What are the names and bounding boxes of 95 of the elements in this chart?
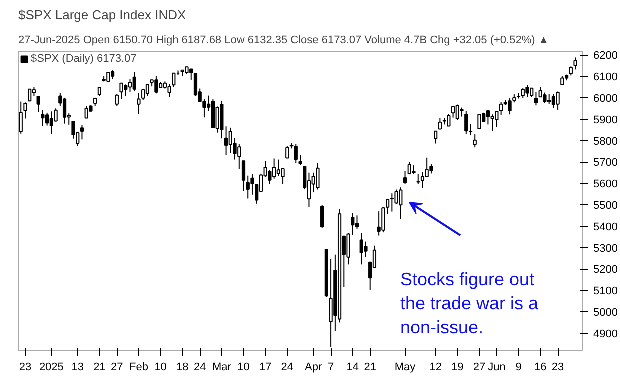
x-tick-label: 17 <box>259 362 272 374</box>
y-tick-label: 4900 <box>594 328 618 340</box>
x-tick-label: 14 <box>346 362 360 374</box>
candlestick <box>224 126 228 156</box>
candlestick <box>54 108 58 122</box>
x-tick-label: 19 <box>452 362 464 374</box>
x-tick-label: 27 <box>111 362 124 374</box>
y-tick-label: 5600 <box>594 178 618 191</box>
candlestick <box>146 84 150 97</box>
candlestick <box>98 86 102 97</box>
y-tick-label: 5500 <box>594 200 618 212</box>
candlestick <box>416 174 420 185</box>
candlestick <box>168 84 172 98</box>
candlestick <box>28 88 32 102</box>
candlestick <box>36 96 40 113</box>
candlestick <box>403 170 408 185</box>
y-tick-label: 5100 <box>594 286 618 298</box>
x-tick-label: May <box>394 362 416 374</box>
candlestick <box>478 114 482 130</box>
chart-subtitle: 27-Jun-2025 Open 6150.70 High 6187.68 Low 6132.35 Close 6173.07 Volume 4.7B Chg +32.05 (+0.52%) ▲ <box>18 34 550 46</box>
y-tick-label: 5400 <box>594 221 618 234</box>
candlestick <box>242 160 246 192</box>
candlestick <box>80 124 84 140</box>
y-tick-label: 6100 <box>594 72 618 84</box>
x-tick-label: Mar <box>212 362 232 374</box>
x-tick-label: 16 <box>534 362 547 374</box>
candlestick <box>132 72 136 92</box>
y-tick-label: 5800 <box>594 136 618 148</box>
candlestick <box>574 57 578 70</box>
candlestick <box>394 189 398 204</box>
candlestick <box>24 102 28 120</box>
candlestick <box>298 154 302 166</box>
candlestick <box>41 110 45 126</box>
x-tick-label: 23 <box>552 362 564 374</box>
y-tick-label: 5900 <box>594 114 618 126</box>
candlestick <box>355 215 360 230</box>
x-tick-label: Apr <box>305 362 322 374</box>
candlestick <box>473 134 477 148</box>
y-tick-label: 6000 <box>594 92 618 105</box>
candlestick <box>268 170 272 185</box>
candlestick <box>120 82 124 100</box>
candlestick <box>316 162 320 190</box>
y-tick-label: 5000 <box>594 306 618 319</box>
candlestick <box>543 92 547 104</box>
x-tick-label: Jun <box>488 362 506 374</box>
candlestick <box>438 118 442 130</box>
x-tick-label: 12 <box>430 362 442 374</box>
candlestick <box>420 172 425 189</box>
y-tick-label: 5200 <box>594 264 618 276</box>
x-tick-label: 10 <box>154 362 167 374</box>
candlestick <box>364 241 368 258</box>
x-tick-label: 18 <box>176 362 189 374</box>
candlestick <box>154 76 158 94</box>
candlestick <box>434 130 438 144</box>
candlestick <box>137 92 141 115</box>
candlestick <box>115 94 119 107</box>
candlestick <box>281 168 285 185</box>
candlestick <box>346 232 350 266</box>
x-tick-label: 21 <box>94 362 106 374</box>
y-tick-label: 6200 <box>594 50 618 62</box>
x-tick-label: 21 <box>364 362 376 374</box>
candlestick <box>172 72 176 88</box>
annotation: Stocks figure out the trade war is a non-issue. <box>400 270 540 338</box>
candlestick <box>351 213 355 236</box>
candlestick <box>534 92 538 106</box>
chart-title: $SPX Large Cap Index INDX <box>18 8 186 22</box>
candlestick <box>468 124 473 136</box>
candlestick <box>451 106 456 118</box>
x-tick-label: 13 <box>72 362 84 374</box>
x-tick-label: 10 <box>238 362 250 374</box>
x-tick-label: 24 <box>194 362 206 374</box>
candlestick <box>556 91 560 111</box>
candlestick <box>526 84 530 98</box>
x-tick-label: 9 <box>516 362 522 374</box>
candlestick <box>486 110 490 126</box>
candlestick <box>320 204 324 230</box>
candlestick <box>430 164 434 174</box>
y-tick-label: 5300 <box>594 242 618 255</box>
candlestick <box>62 97 67 124</box>
x-tick-label: 2025 <box>39 362 64 374</box>
candlestick <box>19 101 23 134</box>
candlestick <box>286 146 290 159</box>
x-tick-label: 24 <box>281 362 294 374</box>
x-tick-label: 27 <box>473 362 486 374</box>
x-tick-label: 23 <box>19 362 32 374</box>
candlestick <box>128 79 132 92</box>
candlestick <box>294 144 298 164</box>
x-tick-label: Feb <box>130 362 148 374</box>
x-tick-label: 7 <box>328 362 334 374</box>
candlestick <box>490 114 494 132</box>
candlestick <box>250 174 254 196</box>
candlestick <box>508 98 512 116</box>
candlestick <box>464 110 468 135</box>
y-tick-label: 5700 <box>594 157 618 170</box>
legend-label: $SPX (Daily) 6173.07 <box>31 53 137 65</box>
